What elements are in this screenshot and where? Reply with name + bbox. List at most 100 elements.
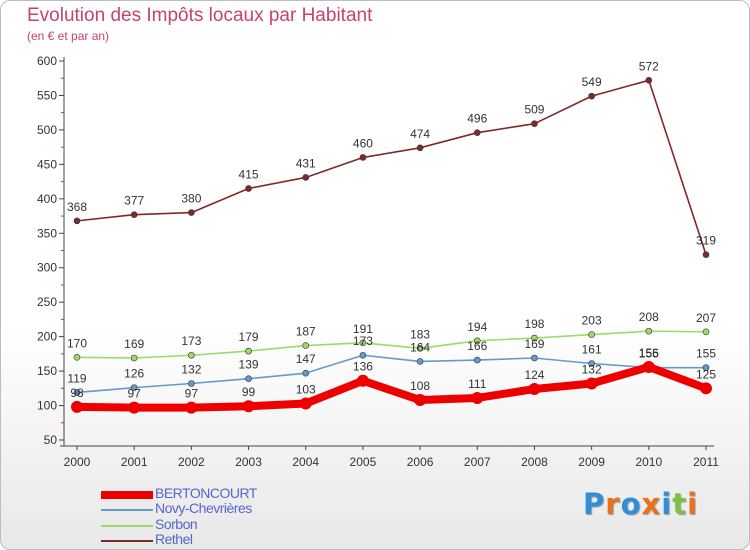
data-label: 132: [582, 362, 602, 376]
data-point: [359, 339, 367, 347]
data-point: [702, 328, 710, 336]
data-label: 147: [296, 352, 316, 366]
data-label: 119: [67, 371, 86, 385]
data-point: [302, 174, 310, 181]
data-label: 97: [185, 387, 199, 401]
data-label: 136: [353, 360, 373, 374]
chart-title: Evolution des Impôts locaux par Habitant: [27, 5, 373, 26]
x-tick-label: 2007: [464, 455, 491, 469]
legend-swatch: [101, 509, 153, 511]
data-point: [645, 76, 653, 84]
data-label: 474: [410, 127, 430, 141]
data-label: 319: [696, 234, 716, 248]
data-point: [73, 354, 81, 361]
data-point: [130, 211, 138, 218]
x-tick-label: 2008: [521, 455, 548, 469]
legend-label: Sorbon: [155, 516, 198, 532]
data-label: 166: [467, 339, 487, 353]
data-point: [588, 331, 595, 338]
data-point: [642, 360, 655, 373]
series-line-rethel: [76, 79, 707, 256]
y-tick-label: 150: [37, 364, 57, 378]
data-label: 509: [524, 103, 544, 117]
y-tick-label: 300: [37, 261, 57, 275]
series-line-sorbon: [76, 330, 707, 359]
data-label: 126: [124, 367, 144, 381]
data-point: [130, 384, 138, 391]
legend-label: BERTONCOURT: [155, 485, 257, 501]
data-label: 187: [296, 325, 316, 339]
data-point: [531, 334, 538, 342]
proxiti-logo: Proxiti: [583, 487, 699, 521]
data-label: 103: [296, 382, 316, 396]
data-label: 155: [696, 347, 716, 361]
data-point: [188, 351, 195, 359]
legend-label: Novy-Chevrières: [155, 500, 252, 516]
x-tick-label: 2004: [292, 455, 319, 469]
x-tick-label: 2000: [64, 455, 91, 469]
y-tick-label: 500: [37, 123, 57, 137]
y-tick-label: 600: [37, 54, 57, 68]
data-point: [188, 380, 195, 387]
data-point: [245, 375, 252, 382]
data-point: [359, 351, 367, 359]
data-point: [71, 400, 83, 413]
data-label: 164: [410, 340, 430, 354]
data-point: [302, 369, 310, 377]
data-point: [416, 144, 424, 152]
data-label: 203: [582, 314, 602, 328]
chart-subtitle: (en € et par an): [27, 29, 110, 43]
data-label: 156: [639, 346, 659, 360]
data-label: 460: [353, 136, 373, 150]
legend-label: Rethel: [155, 531, 193, 547]
data-point: [359, 154, 367, 161]
x-tick-label: 2002: [178, 455, 205, 469]
x-tick-label: 2010: [635, 455, 662, 469]
y-tick-label: 200: [37, 330, 57, 344]
data-label: 161: [582, 343, 602, 357]
data-point: [528, 383, 541, 396]
data-label: 169: [124, 337, 144, 351]
y-tick-label: 450: [37, 157, 57, 171]
data-label: 415: [239, 167, 259, 181]
legend-swatch: [101, 540, 153, 542]
data-point: [302, 342, 310, 349]
data-label: 368: [67, 200, 87, 214]
data-label: 179: [239, 330, 259, 344]
data-point: [416, 345, 424, 352]
y-tick-label: 400: [37, 192, 57, 206]
data-label: 170: [67, 336, 87, 350]
data-point: [414, 394, 427, 407]
x-tick-label: 2006: [407, 455, 434, 469]
data-point: [531, 120, 538, 128]
data-label: 99: [242, 385, 256, 399]
data-point: [531, 354, 538, 362]
data-point: [585, 377, 598, 390]
data-point: [128, 401, 141, 414]
data-point: [73, 217, 81, 225]
data-label: 377: [124, 194, 144, 208]
data-point: [185, 401, 198, 414]
data-point: [299, 397, 312, 410]
data-point: [588, 92, 595, 100]
data-label: 108: [410, 379, 430, 393]
data-point: [245, 185, 252, 192]
data-label: 431: [296, 156, 316, 170]
data-point: [130, 354, 138, 362]
y-tick-label: 50: [44, 433, 58, 447]
data-point: [416, 358, 424, 365]
data-point: [473, 337, 481, 345]
data-point: [188, 209, 195, 216]
data-label: 173: [181, 334, 201, 348]
data-point: [700, 382, 712, 395]
data-label: 380: [181, 192, 201, 206]
data-label: 111: [468, 377, 487, 391]
data-label: 155: [639, 347, 659, 361]
data-label: 191: [353, 322, 373, 336]
y-tick-label: 100: [37, 399, 57, 413]
data-label: 208: [639, 310, 659, 324]
legend-swatch: [101, 491, 153, 499]
data-label: 97: [128, 387, 142, 401]
data-label: 496: [467, 112, 487, 126]
